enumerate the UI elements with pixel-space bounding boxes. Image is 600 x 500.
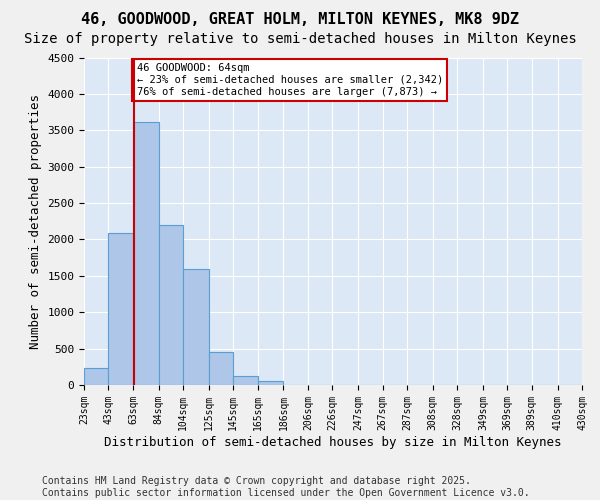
- Text: 46, GOODWOOD, GREAT HOLM, MILTON KEYNES, MK8 9DZ: 46, GOODWOOD, GREAT HOLM, MILTON KEYNES,…: [81, 12, 519, 28]
- Bar: [209, 352, 233, 385]
- Bar: [109, 233, 133, 385]
- Bar: [84, 368, 109, 385]
- Bar: [258, 382, 283, 385]
- Bar: [158, 225, 183, 385]
- X-axis label: Distribution of semi-detached houses by size in Milton Keynes: Distribution of semi-detached houses by …: [104, 436, 562, 448]
- Text: Contains HM Land Registry data © Crown copyright and database right 2025.
Contai: Contains HM Land Registry data © Crown c…: [42, 476, 530, 498]
- Bar: [183, 270, 209, 385]
- Y-axis label: Number of semi-detached properties: Number of semi-detached properties: [29, 94, 42, 349]
- Bar: [133, 122, 158, 385]
- Bar: [233, 376, 258, 385]
- Text: Size of property relative to semi-detached houses in Milton Keynes: Size of property relative to semi-detach…: [23, 32, 577, 46]
- Text: 46 GOODWOOD: 64sqm
← 23% of semi-detached houses are smaller (2,342)
76% of semi: 46 GOODWOOD: 64sqm ← 23% of semi-detache…: [137, 64, 443, 96]
